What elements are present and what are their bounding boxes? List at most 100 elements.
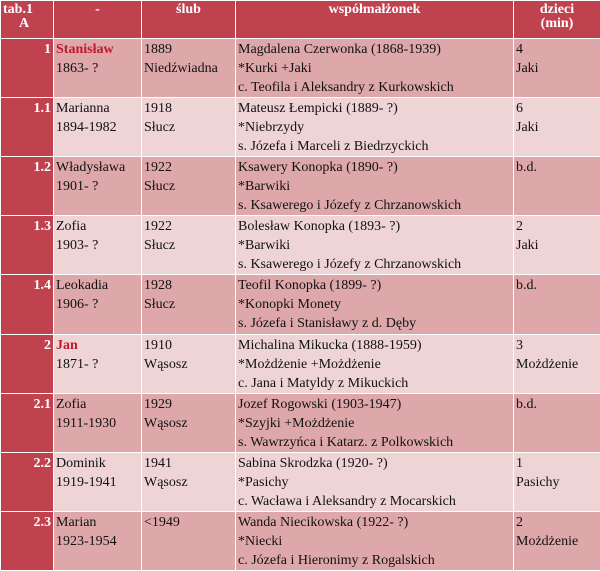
header-tab-line1: tab.1 [3,2,33,17]
table-row: 2.1 Zofia 1911-1930 1929 Wąsosz Jozef Rogowsk… [0,392,600,453]
children-count: 1 [516,455,523,471]
table-row: 1.4 Leokadia 1906- ? 1928 Słucz Teofil Konopk… [0,274,600,335]
spouse-places: *Barwiki [238,238,291,254]
children-place: Jaki [516,61,539,76]
row-number: 2.2 [0,451,54,512]
spouse-cell: Jozef Rogowski (1903-1947) *Szyjki +Możdż… [235,392,514,453]
wedding-cell: 1922 Słucz [141,215,236,276]
person-name: Zofia [56,396,87,412]
spouse-name: Magdalena Czerwonka (1868-1939) [238,42,441,57]
person-cell: Jan 1871- ? [53,333,142,394]
person-name: Marian [56,514,97,530]
person-name: Dominik [56,455,106,471]
header-children-line1: dzieci [539,2,575,17]
header-children: dzieci (min) [513,0,600,39]
header-tab: tab.1 A [0,0,54,39]
wedding-place: Wąsosz [144,356,188,372]
table-row: 2.3 Marian 1923-1954 <1949 Wanda Niecikowska… [0,510,600,571]
children-count: 4 [516,42,523,57]
row-number: 2 [0,333,54,394]
wedding-cell: 1922 Słucz [141,156,236,217]
children-cell: 3 Możdżenie [513,333,600,394]
spouse-cell: Ksawery Konopka (1890- ?) *Barwiki s. Ksaw… [235,156,514,217]
spouse-parents: s. Wawrzyńca i Katarz. z Polkowskich [238,434,454,450]
children-cell: 2 Jaki [513,215,600,276]
spouse-name: Michalina Mikucka (1888-1959) [238,337,422,353]
wedding-place: Słucz [144,238,176,254]
wedding-cell: 1918 Słucz [141,97,236,158]
table-row: 1.3 Zofia 1903- ? 1922 Słucz Bolesław Konopka… [0,215,600,276]
children-place: Możdżenie [516,356,579,372]
person-cell: Władysława 1901- ? [53,156,142,217]
spouse-places: *Możdżenie +Możdżenie [238,356,381,372]
spouse-name: Teofil Konopka (1899- ?) [238,278,382,294]
table-row: 2.2 Dominik 1919-1941 1941 Wąsosz Sabina Skro… [0,451,600,512]
table-row: 1 Stanisław 1863- ? 1889 Niedźwiadna Magdalen… [0,37,600,99]
wedding-year: <1949 [144,514,180,530]
person-years: 1906- ? [56,297,99,313]
spouse-name: Wanda Niecikowska (1922- ?) [238,514,409,530]
spouse-cell: Mateusz Łempicki (1889- ?) *Niebrzydy s. J… [235,97,514,158]
wedding-place: Słucz [144,120,176,136]
spouse-parents: s. Ksawerego i Józefy z Chrzanowskich [238,257,462,273]
children-count: b.d. [516,278,537,294]
children-count: 6 [516,101,523,117]
wedding-cell: 1928 Słucz [141,274,236,335]
person-cell: Leokadia 1906- ? [53,274,142,335]
spouse-name: Jozef Rogowski (1903-1947) [238,396,402,412]
person-name: Jan [56,337,78,353]
row-number: 1 [0,37,54,99]
spouse-parents: s. Ksawerego i Józefy z Chrzanowskich [238,198,462,214]
children-cell: 6 Jaki [513,97,600,158]
spouse-places: *Barwiki [238,179,291,195]
wedding-place: Słucz [144,179,176,195]
children-place: Jaki [516,120,539,136]
wedding-cell: <1949 [141,510,236,571]
person-years: 1871- ? [56,356,99,372]
person-name: Zofia [56,219,87,235]
children-count: b.d. [516,396,537,412]
children-cell: b.d. [513,274,600,335]
children-cell: 1 Pasichy [513,451,600,512]
header-wedding: ślub [141,0,236,39]
children-count: 2 [516,219,523,235]
person-cell: Zofia 1903- ? [53,215,142,276]
children-cell: 2 Możdżenie [513,510,600,571]
header-person: - [53,0,142,39]
wedding-year: 1922 [144,160,172,176]
spouse-places: *Szyjki +Możdżenie [238,415,355,431]
table-row: 1.1 Marianna 1894-1982 1918 Słucz Mateusz Łem… [0,97,600,158]
wedding-year: 1922 [144,219,172,235]
person-years: 1923-1954 [56,533,117,549]
spouse-cell: Bolesław Konopka (1893- ?) *Barwiki s. Ksa… [235,215,514,276]
spouse-name: Sabina Skrodzka (1920- ?) [238,455,388,471]
wedding-year: 1929 [144,396,172,412]
wedding-year: 1918 [144,101,172,117]
wedding-year: 1941 [144,455,172,471]
children-cell: b.d. [513,156,600,217]
children-count: 2 [516,514,523,530]
wedding-place: Wąsosz [144,474,188,490]
person-name: Marianna [56,101,110,117]
person-years: 1894-1982 [56,120,117,136]
spouse-parents: c. Wacława i Aleksandry z Mocarskich [238,493,456,509]
wedding-cell: 1929 Wąsosz [141,392,236,453]
children-cell: 4 Jaki [513,37,600,99]
spouse-parents: c. Teofila i Aleksandry z Kurkowskich [238,80,454,95]
spouse-name: Bolesław Konopka (1893- ?) [238,219,401,235]
header-children-line2: (min) [540,16,574,31]
wedding-cell: 1941 Wąsosz [141,451,236,512]
row-number: 2.1 [0,392,54,453]
children-place: Możdżenie [516,533,579,549]
children-count: 3 [516,337,523,353]
spouse-name: Mateusz Łempicki (1889- ?) [238,101,398,117]
person-cell: Stanisław 1863- ? [53,37,142,99]
wedding-cell: 1889 Niedźwiadna [141,37,236,99]
spouse-parents: s. Józefa i Marceli z Biedrzyckich [238,139,429,155]
wedding-year: 1928 [144,278,172,294]
spouse-places: *Niebrzydy [238,120,305,136]
spouse-cell: Michalina Mikucka (1888-1959) *Możdżenie … [235,333,514,394]
person-years: 1911-1930 [56,415,117,431]
children-count: b.d. [516,160,537,176]
